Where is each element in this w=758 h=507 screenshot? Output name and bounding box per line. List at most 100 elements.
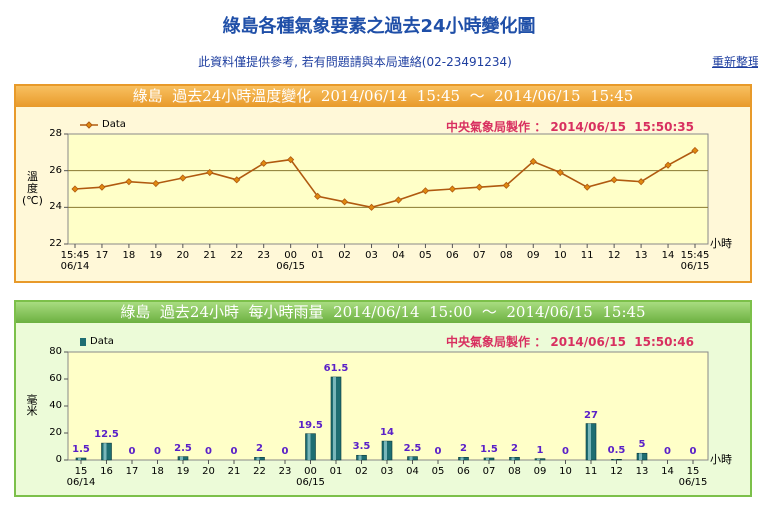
value-label: 0	[562, 446, 569, 457]
x-tick-label: 17	[125, 466, 139, 477]
x-tick-label: 17	[95, 250, 109, 261]
point	[179, 174, 187, 182]
x-tick-label: 09	[533, 466, 547, 477]
value-label: 14	[380, 427, 394, 439]
value-label: 0	[689, 446, 697, 457]
bar-highlight	[307, 433, 311, 460]
chart	[64, 338, 709, 464]
point	[394, 196, 403, 204]
legend-swatch	[80, 338, 86, 346]
credit: 中央氣象局製作 ： 2014/06/15 15:50:46	[446, 335, 694, 349]
point	[448, 185, 456, 193]
y-tick-label: 80	[49, 346, 62, 357]
x-tick-label: 09	[526, 250, 540, 261]
credit: 中央氣象局製作 ： 2014/06/15 15:50:35	[446, 120, 694, 134]
y-label: 溫 度 (℃)	[22, 170, 43, 207]
value-label: 27	[584, 409, 598, 421]
x-tick-label: 10	[559, 466, 572, 477]
x-tick-label: 18	[151, 466, 164, 477]
value-label: 0	[205, 446, 212, 457]
x-tick-label: 21	[203, 250, 217, 261]
point	[340, 198, 349, 206]
x-tick-label: 10	[553, 250, 567, 261]
value-label: 2	[256, 443, 263, 455]
point	[71, 185, 79, 193]
x-tick-label: 00 06/15	[296, 466, 325, 488]
x-tick-label: 07	[472, 250, 486, 261]
x-tick-label: 20	[176, 250, 190, 261]
point	[637, 178, 645, 186]
value-label: 0	[128, 446, 136, 457]
x-unit: 小時	[710, 237, 732, 250]
point	[691, 146, 699, 155]
x-tick-label: 19	[149, 250, 163, 261]
x-tick-label: 11	[584, 466, 598, 477]
x-tick-label: 18	[122, 250, 136, 261]
bar-highlight	[460, 457, 464, 460]
value-label: 3.5	[352, 441, 371, 453]
point	[125, 178, 133, 186]
x-tick-label: 01	[329, 466, 343, 477]
x-tick-label: 01	[311, 250, 324, 261]
bar-highlight	[333, 376, 336, 460]
x-tick-label: 08	[499, 250, 513, 261]
bar-highlight	[256, 457, 260, 460]
point	[152, 179, 160, 188]
subtitle: 此資料僅提供參考, 若有問題請與本局連絡(02-23491234)	[198, 55, 512, 69]
x-tick-label: 05	[419, 250, 432, 261]
plot-area	[67, 133, 709, 245]
point	[260, 159, 268, 167]
y-tick-label: 24	[49, 201, 62, 213]
chart	[64, 121, 709, 248]
bar-highlight	[511, 457, 515, 460]
x-tick-label: 12	[607, 250, 621, 261]
x-tick-label: 22	[230, 250, 244, 261]
y-tick-label: 28	[49, 128, 62, 139]
point	[664, 161, 672, 169]
value-label: 2	[460, 443, 467, 455]
y-tick-label: 40	[49, 400, 62, 411]
value-label: 0	[154, 446, 161, 457]
y-tick-label: 60	[49, 373, 62, 384]
y-tick-label: 0	[55, 454, 62, 465]
value-label: 0	[664, 446, 671, 457]
x-tick-label: 15:45 06/15	[680, 250, 710, 272]
value-label: 61.5	[323, 362, 349, 374]
x-tick-label: 08	[508, 466, 521, 477]
bar-highlight	[486, 457, 489, 460]
x-tick-label: 06	[446, 250, 459, 261]
x-tick-label: 00 06/15	[276, 250, 306, 272]
point	[287, 156, 295, 164]
value-label: 12.5	[94, 429, 119, 441]
y-tick-label: 26	[49, 164, 62, 176]
value-label: 5	[638, 439, 646, 451]
x-tick-label: 06	[457, 466, 470, 477]
point	[475, 183, 483, 191]
bar-highlight	[639, 453, 642, 460]
x-tick-label: 15:45 06/14	[60, 250, 90, 272]
chart-title: 綠島 過去24小時 每小時雨量 2014/06/14 15:00 ～ 2014/…	[16, 302, 750, 323]
x-tick-label: 04	[392, 250, 405, 261]
y-label: 毫米	[25, 394, 38, 416]
x-tick-label: 23	[257, 250, 271, 261]
legend-label: Data	[90, 336, 114, 347]
y-tick-label: 22	[49, 238, 62, 249]
point	[367, 203, 376, 211]
rain-panel: 綠島 過去24小時 每小時雨量 2014/06/14 15:00 ～ 2014/…	[14, 300, 752, 497]
x-tick-label: 07	[482, 466, 496, 477]
x-tick-label: 21	[227, 466, 241, 477]
value-label: 19.5	[298, 419, 323, 431]
value-label: 0	[434, 446, 442, 457]
x-tick-label: 02	[338, 250, 351, 261]
point	[233, 176, 241, 184]
x-tick-label: 19	[176, 466, 190, 477]
bar-highlight	[537, 458, 540, 460]
value-label: 0	[281, 446, 289, 457]
x-tick-label: 23	[278, 466, 292, 477]
legend-label: Data	[102, 119, 126, 130]
y-tick-label: 20	[49, 427, 62, 438]
x-tick-label: 13	[635, 466, 649, 477]
bar-highlight	[180, 456, 183, 460]
refresh-link[interactable]: 重新整理	[712, 55, 758, 69]
bar-highlight	[588, 423, 591, 460]
